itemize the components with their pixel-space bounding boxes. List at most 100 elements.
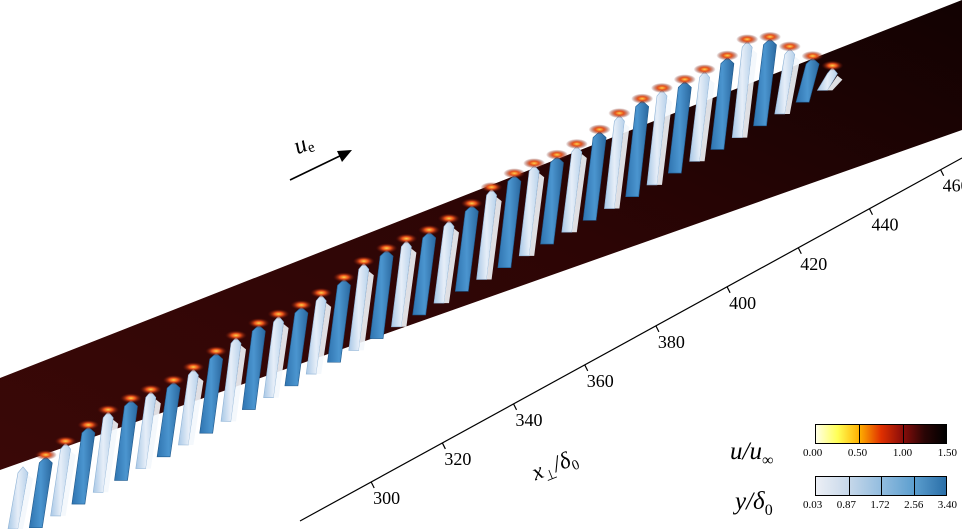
crest-glow — [673, 74, 696, 85]
vortex-streak — [316, 302, 332, 375]
vortex-tube — [795, 57, 820, 103]
vortex-tube — [540, 156, 564, 245]
vortex-tube — [391, 240, 412, 328]
colorbar-tick-label: 0.00 — [803, 447, 823, 459]
crest-glow — [247, 318, 270, 329]
vortex-tube — [92, 411, 114, 493]
vortex-tube — [263, 315, 284, 399]
crest-glow — [631, 93, 654, 104]
crest-glow — [588, 124, 611, 135]
crest-glow — [139, 384, 162, 395]
vortex-tube — [816, 67, 838, 91]
vortex-streak — [529, 173, 545, 256]
colorbar-tick-label: 0.03 — [803, 499, 823, 511]
x-tick — [940, 169, 945, 176]
vortex-streak — [103, 419, 119, 493]
vortex-tube — [604, 114, 625, 209]
vortex-tube — [327, 278, 351, 363]
crest-glow — [54, 436, 77, 447]
vortex-tube — [28, 456, 53, 529]
crest-glow-layer — [34, 31, 844, 460]
vortex-tube — [561, 145, 583, 233]
velocity-colorbar-ticks: 0.00 0.50 1.00 1.50 — [803, 447, 957, 459]
vortex-streak — [18, 474, 33, 529]
vortex-streak — [784, 56, 800, 114]
vortex-streak — [486, 197, 502, 280]
vortex-tube — [710, 57, 735, 150]
height-colorbar — [815, 476, 947, 496]
vortex-tube — [667, 80, 692, 174]
x-tick — [726, 286, 731, 294]
colorbar-tick-label: 3.40 — [937, 499, 957, 511]
crest-glow — [162, 374, 185, 385]
vortex-tube — [7, 466, 29, 529]
crest-glow — [375, 243, 398, 254]
x-tick-label: 440 — [871, 215, 898, 235]
x-tick-label: 460 — [943, 176, 962, 196]
crest-glow — [736, 34, 759, 45]
crest-glow — [523, 158, 546, 169]
vortex-tube — [753, 38, 777, 127]
crest-glow — [418, 224, 441, 235]
vortex-streak — [657, 97, 672, 185]
crest-glow — [34, 449, 57, 460]
crest-glow — [821, 60, 844, 71]
vortex-tube — [582, 131, 607, 221]
vortex-tube — [156, 381, 181, 458]
vortex-tube — [135, 390, 157, 469]
vortex-tube — [305, 294, 327, 375]
crest-glow — [205, 346, 228, 357]
vortex-tube — [348, 262, 370, 351]
crest-glow — [651, 82, 673, 93]
vortex-tube — [689, 70, 710, 162]
crest-glow — [778, 41, 801, 52]
vortex-streak — [699, 79, 715, 162]
x-tick — [370, 481, 375, 489]
colorbar-divider — [859, 425, 861, 443]
vortex-streak — [742, 49, 758, 138]
colorbar-tick-label: 1.72 — [870, 499, 890, 511]
vortex-streak — [60, 451, 76, 516]
crest-glow — [480, 182, 503, 193]
colorbar-tick-label: 0.87 — [836, 499, 856, 511]
x-tick — [584, 364, 589, 372]
colorbar-divider — [881, 477, 882, 495]
crest-glow — [565, 138, 588, 149]
velocity-colorbar — [815, 424, 947, 444]
crest-glow — [503, 168, 526, 179]
crest-glow — [290, 300, 313, 311]
colorbar-tick-label: 0.50 — [847, 447, 868, 459]
vortex-tube — [71, 426, 96, 505]
vortex-streak — [188, 377, 204, 445]
crest-glow — [438, 213, 460, 224]
crest-glow — [801, 50, 824, 61]
vortex-tube — [412, 231, 437, 316]
x-tick-label: 360 — [587, 371, 614, 391]
colorbar-divider — [913, 477, 915, 495]
crest-glow — [77, 419, 100, 430]
vortex-tube — [178, 368, 199, 446]
vortex-streak — [145, 399, 161, 469]
vortex-streak — [358, 271, 374, 351]
x-tick-label: 380 — [658, 332, 685, 352]
x-tick-label: 340 — [516, 410, 543, 430]
vortex-array — [7, 38, 843, 529]
vortex-tube — [433, 220, 455, 304]
vortex-tube — [114, 399, 138, 481]
crest-glow — [225, 330, 247, 341]
vortex-streak — [231, 345, 246, 422]
vortex-tube — [220, 336, 242, 422]
x-tick — [655, 325, 660, 333]
x-tick — [868, 208, 873, 216]
colorbar-tick-label: 1.00 — [892, 447, 913, 459]
vortex-tube — [518, 164, 540, 257]
vortex-tube — [497, 174, 522, 268]
colorbar-tick-label: 1.50 — [937, 447, 957, 459]
crest-glow — [352, 256, 375, 267]
vortex-tube — [625, 100, 650, 198]
x-tick — [513, 403, 518, 411]
height-colorbar-ticks: 0.03 0.87 1.72 2.56 3.40 — [803, 499, 957, 511]
axis-line — [299, 157, 962, 522]
height-colorbar-label: y/δ0 — [735, 488, 773, 519]
